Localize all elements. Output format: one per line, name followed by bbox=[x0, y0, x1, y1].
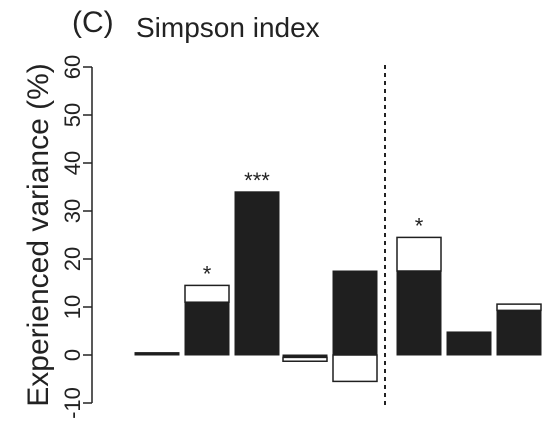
y-axis: -10 0 10 20 30 40 50 60 bbox=[60, 55, 93, 419]
significance-label: * bbox=[415, 213, 424, 238]
y-tick-label: 50 bbox=[60, 103, 85, 127]
y-tick-label: 30 bbox=[60, 199, 85, 223]
bar-filled bbox=[496, 309, 542, 356]
bar-filled bbox=[396, 270, 442, 356]
y-tick-label: 40 bbox=[60, 151, 85, 175]
y-tick-label: -10 bbox=[60, 387, 85, 419]
bars bbox=[134, 191, 542, 383]
bar-filled bbox=[234, 191, 280, 356]
bar-filled bbox=[332, 270, 378, 356]
bar-group bbox=[282, 354, 328, 362]
bar-filled bbox=[184, 301, 230, 356]
bar-filled bbox=[446, 331, 492, 356]
y-tick-label: 20 bbox=[60, 247, 85, 271]
bar-open bbox=[332, 354, 378, 383]
bar-group bbox=[446, 331, 492, 356]
panel-label: (C) bbox=[72, 6, 114, 39]
bar-open bbox=[282, 356, 328, 362]
bar-group bbox=[134, 352, 180, 356]
bar-group bbox=[396, 236, 442, 356]
bar-group bbox=[184, 284, 230, 356]
bar-open bbox=[184, 284, 230, 303]
y-axis-label: Experienced variance (%) bbox=[22, 63, 55, 407]
y-tick-label: 0 bbox=[60, 349, 85, 361]
significance-labels: ***** bbox=[203, 168, 424, 287]
bar-group bbox=[496, 303, 542, 356]
significance-label: *** bbox=[244, 168, 270, 193]
significance-label: * bbox=[203, 261, 212, 286]
bar-group bbox=[332, 270, 378, 383]
chart-title: Simpson index bbox=[136, 12, 320, 43]
y-tick-label: 10 bbox=[60, 295, 85, 319]
bar-group bbox=[234, 191, 280, 356]
bar-filled bbox=[134, 352, 180, 356]
y-tick-label: 60 bbox=[60, 55, 85, 79]
bar-open bbox=[496, 303, 542, 312]
bar-open bbox=[396, 236, 442, 272]
